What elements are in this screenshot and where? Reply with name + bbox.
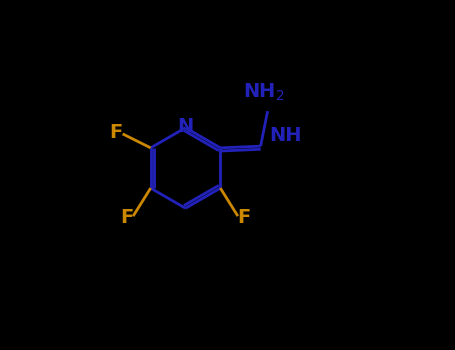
- Text: N: N: [177, 117, 194, 135]
- Text: F: F: [238, 208, 251, 228]
- Text: NH: NH: [269, 126, 302, 145]
- Text: F: F: [120, 208, 133, 228]
- Text: NH$_2$: NH$_2$: [243, 81, 285, 103]
- Text: F: F: [110, 122, 123, 142]
